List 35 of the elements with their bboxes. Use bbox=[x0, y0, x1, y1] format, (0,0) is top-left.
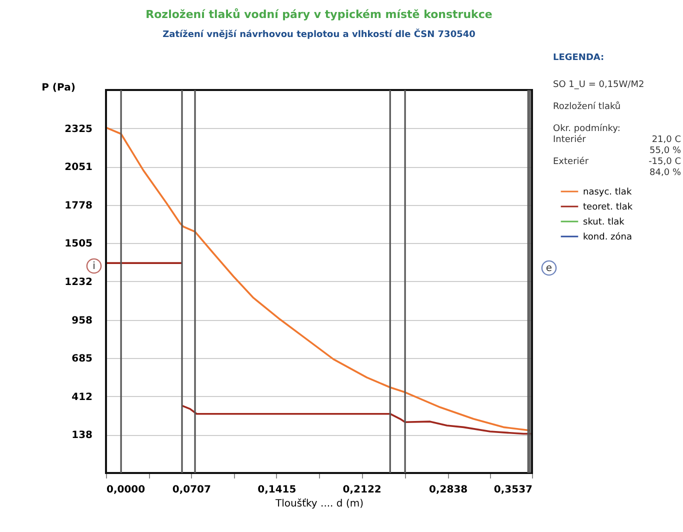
x-tick-label: 0,3537 bbox=[494, 484, 533, 496]
y-tick-label: 1505 bbox=[64, 238, 93, 250]
text: 84,0 % bbox=[650, 168, 682, 178]
x-tick-label: 0,0000 bbox=[106, 484, 146, 496]
y-tick-label: 1232 bbox=[64, 276, 93, 288]
x-tick-label: 0,1415 bbox=[258, 484, 296, 496]
text: e bbox=[546, 263, 552, 274]
chart-title: Rozložení tlaků vodní páry v typickém místě konstrukce bbox=[146, 8, 492, 21]
y-tick-label: 685 bbox=[72, 354, 93, 365]
legend-label: skut. tlak bbox=[583, 218, 626, 228]
x-tick-label: 0,0707 bbox=[172, 484, 211, 496]
legend-label: teoret. tlak bbox=[583, 202, 634, 212]
y-tick-label: 412 bbox=[72, 392, 93, 403]
text: 55,0 % bbox=[650, 146, 682, 156]
text: Okr. podmínky: bbox=[553, 123, 620, 134]
x-tick-label: 0,2122 bbox=[342, 484, 382, 496]
y-tick-label: 2051 bbox=[64, 162, 93, 174]
text: Rozložení tlaků bbox=[553, 101, 621, 112]
y-axis-title: P (Pa) bbox=[42, 82, 76, 94]
y-tick-label: 138 bbox=[72, 430, 93, 442]
text: -15,0 C bbox=[648, 157, 681, 167]
x-tick-label: 0,2838 bbox=[429, 484, 468, 496]
legend-label: nasyc. tlak bbox=[583, 188, 632, 198]
text: Exteriér bbox=[553, 156, 589, 167]
text: i bbox=[92, 261, 96, 272]
legend-title: LEGENDA: bbox=[553, 53, 604, 63]
chart-subtitle: Zatížení vnější návrhovou teplotou a vlhkostí dle ČSN 730540 bbox=[162, 28, 476, 40]
x-axis-title: Tloušťky .... d (m) bbox=[274, 498, 364, 510]
text: Interiér bbox=[553, 134, 586, 145]
text: 21,0 C bbox=[652, 135, 681, 145]
legend-label: kond. zóna bbox=[583, 232, 632, 242]
y-tick-label: 958 bbox=[72, 315, 93, 326]
text: SO 1_U = 0,15W/M2 bbox=[553, 80, 644, 90]
y-tick-label: 1778 bbox=[64, 200, 93, 212]
y-tick-label: 2325 bbox=[64, 124, 93, 135]
